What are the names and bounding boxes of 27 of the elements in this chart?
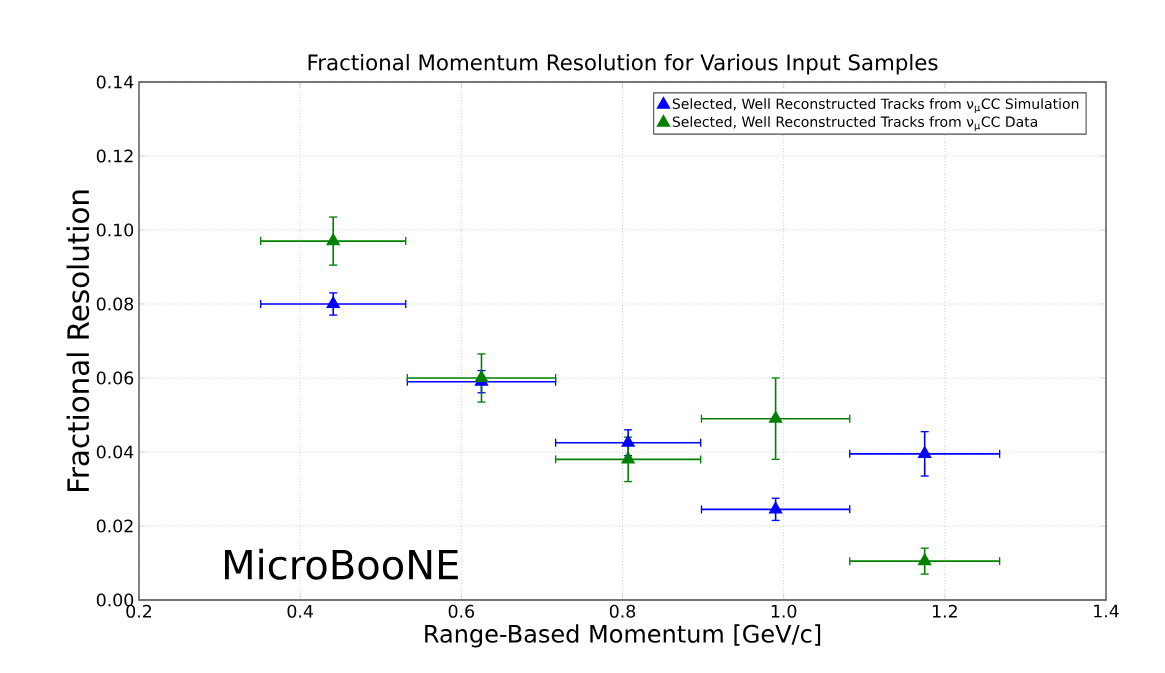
y-tick-label: 0.08: [96, 297, 134, 311]
point: [326, 296, 340, 309]
chart-title: Fractional Momentum Resolution for Various Input Samples: [308, 53, 938, 75]
point: [769, 411, 783, 423]
x-tick-label: 0.4: [287, 604, 313, 618]
point: [918, 553, 932, 566]
point: [326, 233, 340, 246]
point: [621, 451, 635, 464]
x-tick-label: 1.4: [1094, 604, 1119, 618]
y-tick-label: 0.12: [96, 149, 133, 163]
point: [769, 501, 783, 514]
x-tick-label: 1.2: [932, 604, 957, 618]
point: [918, 446, 932, 458]
x-tick-label: 1.0: [771, 604, 797, 618]
y-tick-label: 0.02: [96, 519, 133, 533]
x-tick-label: 0.6: [448, 604, 475, 618]
y-tick-label: 0.14: [96, 75, 134, 89]
legend-label: Selected, Well Reconstructed Tracks from ν$_{μ}$CC Data: [672, 116, 1038, 132]
x-tick-label: 0.8: [609, 604, 636, 618]
y-tick-label: 0.04: [96, 445, 134, 459]
y-axis-title: Fractional Resolution: [66, 190, 90, 491]
x-axis-title: Range-Based Momentum [GeV/c]: [425, 624, 821, 648]
y-tick-label: 0.10: [96, 223, 134, 237]
y-tick-label: 0.06: [96, 371, 134, 385]
point: [621, 435, 635, 447]
annotation: MicroBooNE: [225, 548, 458, 580]
legend-label: Selected, Well Reconstructed Tracks from ν$_{μ}$CC Simulation: [672, 98, 1079, 114]
